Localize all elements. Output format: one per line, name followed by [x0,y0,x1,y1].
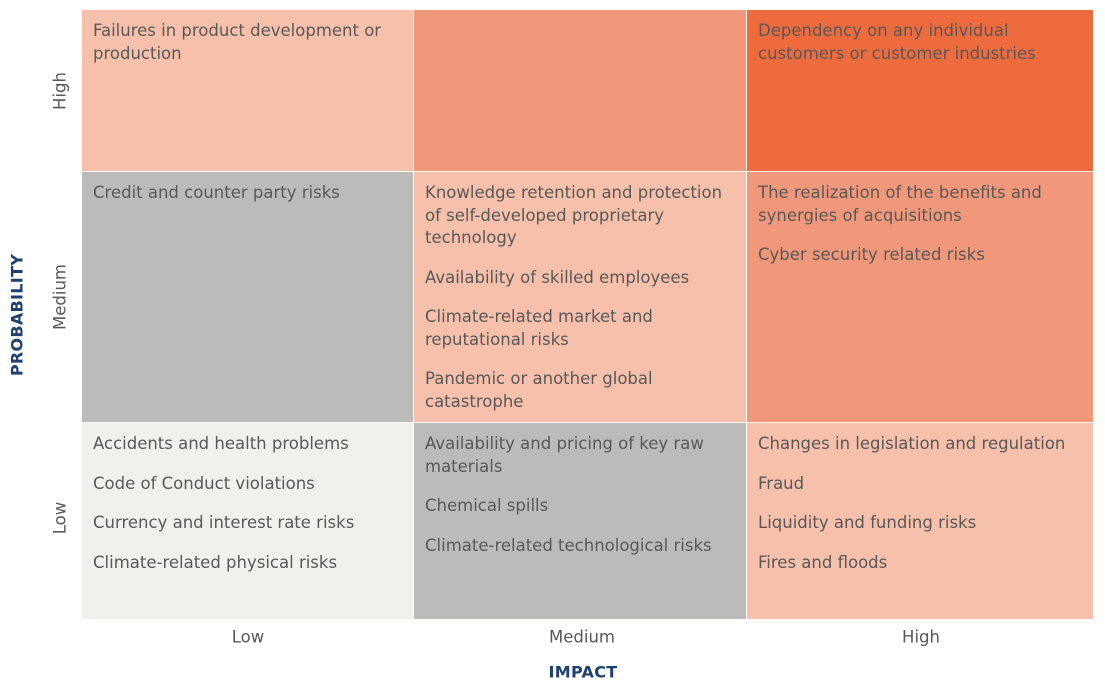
risk-matrix-grid: Failures in product development or produ… [82,10,1093,619]
risk-item: Fires and floods [758,552,888,572]
x-tick-high: High [902,627,940,647]
matrix-cell-high-probability-low-impact: Failures in product development or produ… [82,10,414,172]
x-axis-title: IMPACT [548,662,618,682]
x-tick-low: Low [231,627,265,647]
risk-item: Climate-related market and reputational … [425,307,653,349]
y-tick-high: High [50,72,70,110]
risk-item: Accidents and health problems [93,434,349,453]
matrix-cell-low-probability-low-impact: Accidents and health problems Code of Con… [82,423,414,619]
matrix-cell-high-probability-medium-impact [414,10,747,172]
y-tick-low: Low [50,501,70,535]
matrix-cell-medium-probability-high-impact: The realization of the benefits and syne… [747,172,1093,423]
x-tick-medium: Medium [549,627,615,647]
risk-item: Credit and counter party risks [93,183,340,202]
matrix-cell-medium-probability-medium-impact: Knowledge retention and protection of se… [414,172,747,423]
risk-item: Changes in legislation and regulation [758,434,1066,453]
risk-item: Fraud [758,473,805,493]
risk-item: Climate-related physical risks [93,552,338,572]
risk-item: Failures in product development or produ… [93,21,382,63]
matrix-cell-medium-probability-low-impact: Credit and counter party risks [82,172,414,423]
risk-item: Code of Conduct violations [93,473,315,493]
risk-item: Pandemic or another global catastrophe [425,369,653,411]
risk-item: Availability and pricing of key raw mate… [425,434,704,476]
y-tick-medium: Medium [50,264,70,330]
matrix-cell-low-probability-medium-impact: Availability and pricing of key raw mate… [414,423,747,619]
risk-item: Knowledge retention and protection of se… [425,183,723,247]
risk-item: Chemical spills [425,496,549,515]
matrix-cell-high-probability-high-impact: Dependency on any individual customers o… [747,10,1093,172]
risk-item: Climate-related technological risks [425,535,712,555]
risk-item: The realization of the benefits and syne… [758,183,1042,225]
y-axis-title: PROBABILITY [7,253,27,377]
risk-item: Cyber security related risks [758,245,985,264]
risk-item: Currency and interest rate risks [93,513,355,532]
risk-item: Dependency on any individual customers o… [758,21,1036,63]
risk-item: Liquidity and funding risks [758,513,977,532]
risk-item: Availability of skilled employees [425,267,690,287]
matrix-cell-low-probability-high-impact: Changes in legislation and regulation Fra… [747,423,1093,619]
